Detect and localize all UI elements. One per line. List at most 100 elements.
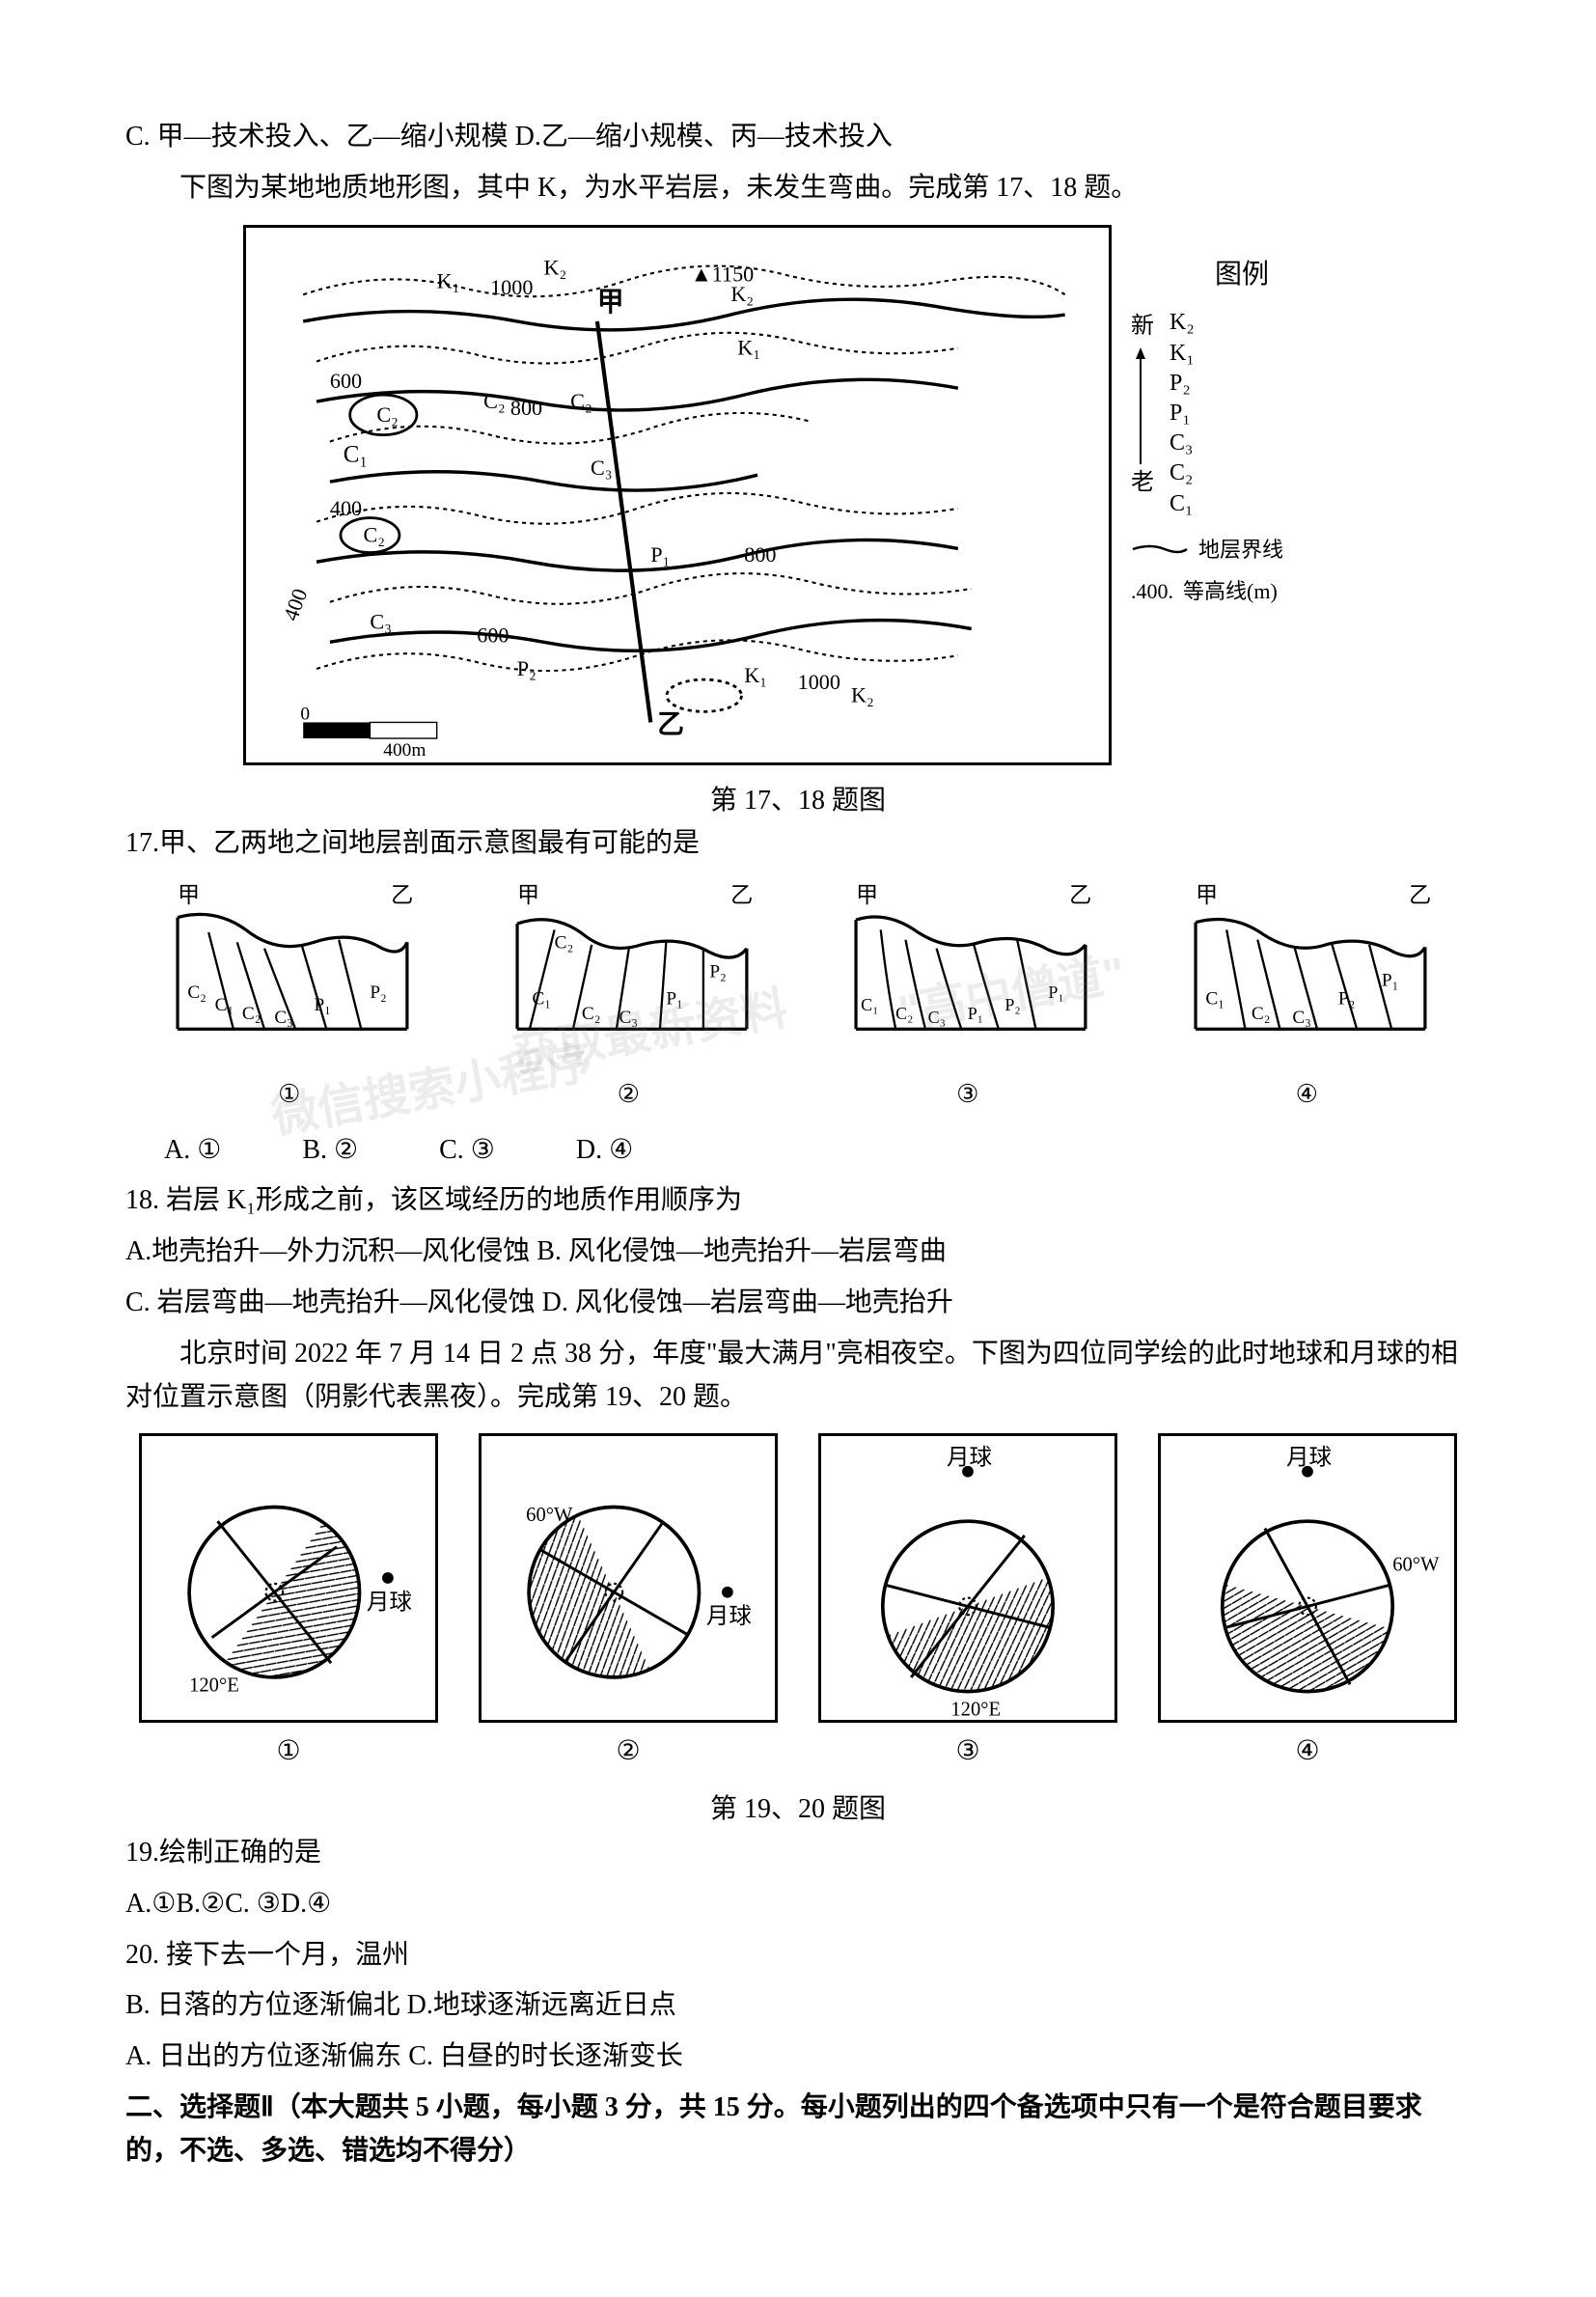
svg-text:甲: 甲 (856, 883, 878, 908)
svg-text:C₂: C₂ (581, 1004, 600, 1024)
svg-text:C₃: C₃ (591, 456, 613, 480)
svg-text:P₂: P₂ (370, 982, 386, 1003)
em-label-4: ④ (1158, 1730, 1457, 1774)
q20-line2: A. 日出的方位逐渐偏东 C. 白昼的时长逐渐变长 (125, 2035, 1471, 2079)
cross-option-4: 甲 乙 C₁ C₂ C₃ P₁ P₂ ④ (1143, 880, 1472, 1114)
q20-line1: B. 日落的方位逐渐偏北 D.地球逐渐远离近日点 (125, 1984, 1471, 2028)
svg-text:0: 0 (300, 704, 310, 724)
cross-section-options: 甲 乙 C₂ C₁ C₂ C₃ P₁ P₂ ① 甲 乙 (125, 880, 1471, 1114)
em-caption: 第 19、20 题图 (710, 1788, 886, 1832)
svg-text:C₂: C₂ (364, 522, 386, 546)
svg-text:120°E: 120°E (950, 1700, 1001, 1720)
svg-text:C₃: C₃ (370, 609, 392, 633)
svg-text:400: 400 (278, 585, 312, 623)
watermark-region: 甲 乙 C₂ C₁ C₂ C₃ P₁ P₂ ① 甲 乙 (125, 880, 1471, 1172)
q17-text: 17.甲、乙两地之间地层剖面示意图最有可能的是 (125, 822, 1471, 866)
svg-text:800: 800 (510, 395, 542, 419)
svg-text:P₂: P₂ (1337, 989, 1354, 1010)
cross-option-1: 甲 乙 C₂ C₁ C₂ C₃ P₁ P₂ ① (125, 880, 454, 1114)
svg-text:C₂: C₂ (187, 982, 206, 1003)
svg-text:C₁: C₁ (1205, 989, 1225, 1010)
legend-item: K₁ (1169, 339, 1195, 369)
svg-text:600: 600 (330, 369, 362, 393)
q19-20-intro: 北京时间 2022 年 7 月 14 日 2 点 38 分，年度"最大满月"亮相… (125, 1333, 1471, 1420)
svg-text:800: 800 (744, 542, 776, 567)
legend-contour-val: .400. (1131, 574, 1173, 608)
svg-text:400: 400 (330, 495, 362, 519)
svg-text:C₁: C₁ (344, 441, 368, 467)
legend-arrow-icon (1131, 346, 1150, 464)
svg-text:K₁: K₁ (737, 335, 760, 359)
option-c-d: C. 甲—技术投入、乙—缩小规模 D.乙—缩小规模、丙—技术投入 (125, 116, 1471, 159)
cross-svg-4: 甲 乙 C₁ C₂ C₃ P₁ P₂ (1143, 880, 1472, 1054)
svg-text:1000: 1000 (798, 669, 840, 693)
em-label-2: ② (479, 1730, 778, 1774)
svg-text:C₂: C₂ (570, 389, 592, 413)
em-svg-2: 60°W 月球 (482, 1436, 775, 1720)
q19-options: A.①B.②C. ③D.④ (125, 1883, 1471, 1926)
cross-label-4: ④ (1143, 1074, 1472, 1115)
svg-text:C₃: C₃ (274, 1008, 293, 1028)
svg-text:C₁: C₁ (215, 995, 234, 1015)
svg-text:月球: 月球 (1286, 1445, 1332, 1471)
legend-title: 图例 (1131, 254, 1353, 297)
cross-label-1: ① (125, 1074, 454, 1115)
em-option-3: 月球 120°E ③ (818, 1433, 1117, 1774)
geology-map-box: 甲 乙 K₁ K₂ K₂ K₁ ▲1150 C₁ C₂ C₂ C₂ 800 C₂… (243, 225, 1112, 765)
cross-option-3: 甲 乙 C₁ C₂ C₃ P₁ P₂ P₁ ③ (804, 880, 1132, 1114)
svg-text:P₁: P₁ (1381, 970, 1397, 990)
svg-text:月球: 月球 (706, 1603, 752, 1629)
svg-text:K₂: K₂ (851, 682, 874, 706)
svg-text:▲1150: ▲1150 (691, 262, 754, 286)
svg-text:C₁: C₁ (861, 995, 878, 1014)
svg-text:P₂: P₂ (517, 656, 537, 680)
cross-label-3: ③ (804, 1074, 1132, 1115)
svg-text:C₂: C₂ (554, 933, 573, 954)
em-label-1: ① (139, 1730, 438, 1774)
section-2-heading: 二、选择题Ⅱ（本大题共 5 小题，每小题 3 分，共 15 分。每小题列出的四个… (125, 2087, 1471, 2173)
svg-text:P₁: P₁ (650, 542, 670, 567)
svg-text:P₁: P₁ (968, 1004, 983, 1023)
svg-text:乙: 乙 (1409, 883, 1431, 908)
legend-item: C₂ (1169, 458, 1195, 488)
q18-options-line2: C. 岩层弯曲—地壳抬升—风化侵蚀 D. 风化侵蚀—岩层弯曲—地壳抬升 (125, 1282, 1471, 1325)
svg-text:乙: 乙 (730, 883, 753, 908)
geology-map-legend: 图例 新 老 K₂ K₁ P₂ P₁ C₃ C₂ C₁ (1131, 225, 1353, 608)
legend-boundary: 地层界线 (1198, 533, 1283, 567)
svg-text:甲: 甲 (517, 883, 539, 908)
svg-text:C₁: C₁ (532, 989, 551, 1010)
svg-text:月球: 月球 (947, 1445, 992, 1471)
svg-text:60°W: 60°W (1392, 1555, 1440, 1576)
q17-options: A. ① B. ② C. ③ D. ④ (125, 1129, 1471, 1173)
svg-text:C₃: C₃ (1292, 1008, 1311, 1028)
svg-text:C₂: C₂ (1251, 1004, 1270, 1024)
geology-map-figure: 甲 乙 K₁ K₂ K₂ K₁ ▲1150 C₁ C₂ C₂ C₂ 800 C₂… (125, 225, 1471, 765)
em-label-3: ③ (818, 1730, 1117, 1774)
legend-item: K₂ (1169, 308, 1195, 338)
cross-svg-2: 甲 乙 C₂ C₁ C₂ C₃ P₁ P₂ (465, 880, 793, 1054)
svg-text:60°W: 60°W (526, 1506, 573, 1527)
svg-text:甲: 甲 (597, 286, 624, 316)
svg-text:600: 600 (477, 623, 509, 647)
cross-svg-3: 甲 乙 C₁ C₂ C₃ P₁ P₂ P₁ (804, 880, 1132, 1054)
map-caption: 第 17、18 题图 (125, 780, 1471, 823)
em-svg-1: 月球 120°E (142, 1436, 435, 1720)
geology-map-svg: 甲 乙 K₁ K₂ K₂ K₁ ▲1150 C₁ C₂ C₂ C₂ 800 C₂… (246, 228, 1109, 762)
svg-text:P₂: P₂ (709, 961, 726, 982)
svg-text:C₂: C₂ (483, 389, 506, 413)
em-svg-3: 月球 120°E (821, 1436, 1114, 1720)
svg-text:120°E: 120°E (189, 1675, 239, 1697)
svg-text:C₂: C₂ (895, 1004, 913, 1023)
svg-text:乙: 乙 (391, 883, 413, 908)
em-option-1: 月球 120°E ① (139, 1433, 438, 1774)
svg-text:400m: 400m (383, 740, 426, 761)
svg-text:P₁: P₁ (1048, 982, 1063, 1002)
legend-contour: 等高线(m) (1183, 574, 1278, 608)
cross-option-2: 甲 乙 C₂ C₁ C₂ C₃ P₁ P₂ ② (465, 880, 793, 1114)
svg-text:乙: 乙 (657, 708, 684, 738)
svg-text:C₃: C₃ (619, 1008, 638, 1028)
boundary-line-icon (1131, 541, 1189, 557)
svg-text:C₂: C₂ (376, 401, 399, 426)
em-svg-4: 月球 60°W (1161, 1436, 1454, 1720)
legend-new: 新 (1131, 308, 1154, 345)
